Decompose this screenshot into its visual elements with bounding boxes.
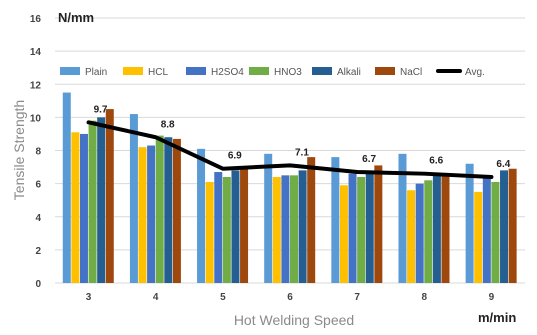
bar-h2so4 (415, 183, 424, 283)
bar-plain (465, 163, 474, 283)
bar-alkali (298, 170, 307, 283)
bar-hcl (407, 190, 416, 283)
y-tick-label: 10 (30, 113, 42, 124)
x-tick-label: 4 (153, 292, 159, 303)
legend-swatch (249, 67, 269, 75)
average-data-label: 6.4 (496, 159, 510, 170)
bar-h2so4 (147, 145, 156, 283)
bar-alkali (500, 170, 509, 283)
bar-hcl (474, 191, 483, 283)
bar-plain (62, 92, 71, 283)
bar-hno3 (155, 135, 164, 283)
average-data-label: 6.9 (228, 151, 242, 162)
bar-nacl (240, 168, 249, 283)
legend-label: Plain (85, 67, 107, 78)
bar-hno3 (424, 180, 433, 283)
bar-hcl (205, 181, 214, 283)
legend-label: Alkali (337, 67, 361, 78)
y-tick-label: 12 (30, 80, 42, 91)
legend-label: Avg. (465, 67, 485, 78)
bar-alkali (365, 172, 374, 283)
bar-h2so4 (281, 175, 290, 283)
x-tick-label: 3 (86, 292, 92, 303)
bar-plain (398, 153, 407, 283)
y-tick-label: 8 (35, 147, 41, 158)
bar-nacl (508, 168, 517, 283)
bar-nacl (172, 138, 181, 283)
bar-hno3 (290, 175, 298, 283)
average-line-group: 9.7 8.8 6.9 7.1 6.7 6.6 6.4 (86, 104, 511, 179)
y-tick-label: 6 (35, 180, 41, 191)
average-data-label: 6.6 (429, 156, 443, 167)
x-tick-label: 6 (287, 292, 293, 303)
bar-hno3 (88, 120, 97, 283)
bar-h2so4 (214, 172, 223, 283)
legend-label: HNO3 (274, 67, 302, 78)
x-tick-label: 7 (354, 292, 360, 303)
average-data-label: 7.1 (295, 147, 309, 158)
y-unit-label: N/mm (58, 10, 94, 25)
legend-label: H2SO4 (211, 67, 244, 78)
bar-h2so4 (79, 133, 88, 283)
bar-plain (331, 157, 340, 283)
legend-swatch (375, 67, 395, 75)
x-tick-label: 5 (220, 292, 226, 303)
y-tick-label: 2 (35, 246, 41, 257)
average-data-label: 6.7 (362, 154, 376, 165)
bar-hcl (272, 177, 281, 283)
x-axis-title: Hot Welding Speed (234, 312, 354, 328)
y-axis-title: Tensile Strength (11, 100, 27, 200)
bar-nacl (105, 109, 114, 283)
legend-swatch (312, 67, 332, 75)
bar-plain (264, 153, 273, 283)
bar-nacl (441, 173, 450, 283)
x-unit-label: m/min (478, 310, 516, 325)
bar-alkali (432, 173, 441, 283)
bar-nacl (307, 157, 316, 283)
legend-label: NaCl (400, 67, 422, 78)
bar-hcl (339, 185, 348, 283)
bar-hcl (71, 132, 80, 283)
y-tick-label: 14 (30, 47, 42, 58)
bar-series-group (62, 92, 517, 283)
bar-hno3 (222, 177, 231, 283)
bar-alkali (231, 170, 240, 283)
y-tick-label: 16 (30, 14, 42, 25)
bar-nacl (374, 165, 383, 283)
y-tick-label: 0 (35, 279, 41, 290)
average-data-label: 8.8 (161, 119, 175, 130)
bar-h2so4 (482, 175, 491, 283)
legend-swatch (186, 67, 206, 75)
bar-alkali (164, 137, 173, 283)
x-tick-label: 9 (489, 292, 495, 303)
bar-plain (197, 148, 206, 283)
legend: Plain HCL H2SO4 HNO3 Alkali NaCl Avg. (60, 67, 485, 78)
bar-h2so4 (348, 173, 357, 283)
bar-hno3 (491, 181, 500, 283)
average-line (86, 120, 494, 179)
bar-plain (129, 114, 138, 283)
tick-labels: 0 2 4 6 8 10 12 14 16 3 4 5 6 7 8 9 (30, 14, 495, 303)
bar-alkali (97, 117, 106, 283)
y-tick-label: 4 (35, 213, 41, 224)
x-tick-label: 8 (422, 292, 428, 303)
average-data-label: 9.7 (94, 104, 108, 115)
bar-hcl (138, 147, 147, 283)
bar-hno3 (357, 177, 366, 283)
legend-label: HCL (148, 67, 168, 78)
legend-swatch (123, 67, 143, 75)
legend-swatch (60, 67, 80, 75)
